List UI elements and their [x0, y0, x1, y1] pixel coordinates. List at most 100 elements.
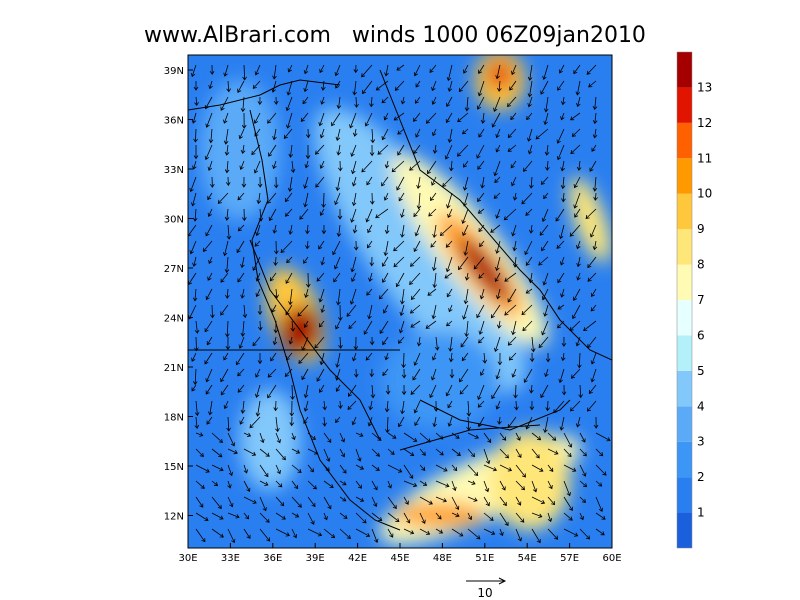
wind-arrow	[560, 352, 566, 362]
wind-arrow	[397, 416, 405, 428]
wind-arrow	[451, 480, 457, 492]
wind-arrow	[336, 96, 342, 110]
wind-arrow	[280, 240, 293, 254]
wind-arrow	[511, 320, 517, 336]
wind-arrow	[319, 352, 325, 366]
wind-arrow	[299, 208, 309, 220]
wind-arrow	[577, 352, 582, 369]
wind-arrow	[416, 176, 421, 190]
wind-arrow	[429, 64, 437, 73]
wind-arrow	[208, 128, 214, 144]
wind-arrow	[303, 80, 309, 93]
wind-arrow	[579, 464, 587, 477]
reference-arrowhead	[498, 577, 507, 585]
wind-arrow	[255, 288, 261, 298]
wind-arrow	[375, 80, 389, 91]
wind-arrow	[275, 528, 290, 537]
wind-arrow	[416, 192, 422, 210]
wind-arrow	[525, 256, 533, 266]
wind-arrow	[273, 96, 279, 105]
wind-arrow	[540, 176, 549, 185]
wind-arrow	[491, 112, 501, 128]
lon-label: 33E	[221, 553, 240, 564]
wind-arrow	[367, 240, 373, 249]
wind-arrow	[370, 384, 376, 399]
wind-arrow	[522, 320, 533, 332]
wind-arrow	[493, 160, 501, 177]
wind-arrow	[339, 480, 347, 486]
wind-arrow	[318, 240, 325, 250]
wind-arrow	[335, 176, 341, 192]
wind-arrow	[275, 480, 283, 488]
wind-arrow	[529, 176, 534, 189]
wind-arrow	[205, 368, 213, 383]
wind-arrow	[573, 176, 581, 189]
lon-label: 51E	[475, 553, 494, 564]
reference-label: 10	[477, 586, 492, 600]
wind-arrow	[353, 64, 359, 74]
wind-arrow	[207, 400, 213, 416]
wind-arrow	[403, 480, 418, 488]
wind-arrow	[259, 464, 269, 478]
wind-arrow	[305, 272, 311, 288]
colorbar-label: 10	[697, 187, 712, 201]
wind-arrow	[227, 432, 236, 447]
colorbar-swatch	[677, 477, 692, 513]
wind-arrow	[449, 160, 454, 172]
wind-arrow	[254, 240, 261, 247]
wind-arrow	[585, 208, 597, 219]
wind-arrow	[319, 160, 325, 169]
wind-arrow	[227, 512, 240, 519]
wind-arrow	[401, 384, 407, 396]
wind-arrow	[383, 240, 389, 257]
wind-arrow	[237, 272, 245, 283]
colorbar-swatch	[677, 335, 692, 371]
wind-arrow	[531, 432, 542, 441]
wind-arrow	[409, 304, 421, 314]
wind-arrow	[303, 176, 309, 189]
wind-arrow	[483, 528, 496, 535]
wind-arrow	[351, 176, 357, 187]
wind-arrow	[595, 432, 611, 442]
wind-arrow	[272, 224, 278, 234]
wind-arrow	[253, 112, 261, 124]
wind-arrow	[511, 64, 517, 76]
wind-arrow	[528, 224, 534, 234]
wind-arrow	[531, 512, 543, 518]
wind-arrow	[195, 496, 204, 508]
wind-arrow	[593, 192, 598, 201]
wind-arrow	[467, 512, 473, 521]
wind-arrow	[511, 368, 517, 378]
wind-arrow	[305, 240, 310, 250]
wind-arrow	[483, 432, 492, 443]
wind-arrow	[480, 368, 485, 376]
wind-arrow	[467, 496, 478, 502]
wind-arrow	[429, 384, 437, 399]
wind-arrow	[334, 192, 341, 206]
wind-arrow	[268, 144, 277, 157]
wind-arrow	[195, 528, 206, 543]
wind-arrow	[211, 464, 224, 472]
wind-arrow	[211, 432, 223, 443]
wind-arrow	[560, 160, 565, 172]
wind-arrow	[226, 224, 232, 240]
wind-arrow	[387, 528, 394, 538]
wind-arrow	[499, 512, 509, 527]
wind-arrow	[319, 384, 325, 393]
wind-arrow	[206, 416, 213, 425]
wind-arrow	[478, 320, 485, 335]
wind-arrow	[573, 192, 581, 209]
wind-arrow	[192, 160, 197, 170]
lat-label: 12N	[164, 512, 184, 523]
wind-arrow	[303, 320, 309, 328]
wind-arrow	[243, 528, 251, 539]
wind-arrow	[193, 145, 199, 160]
wind-arrow	[381, 128, 389, 141]
wind-arrow	[578, 384, 583, 399]
wind-arrow	[307, 528, 323, 537]
wind-arrow	[558, 224, 565, 240]
wind-arrow	[204, 144, 213, 161]
wind-arrow	[576, 96, 581, 108]
wind-arrow	[384, 224, 390, 235]
wind-arrow	[459, 384, 469, 395]
